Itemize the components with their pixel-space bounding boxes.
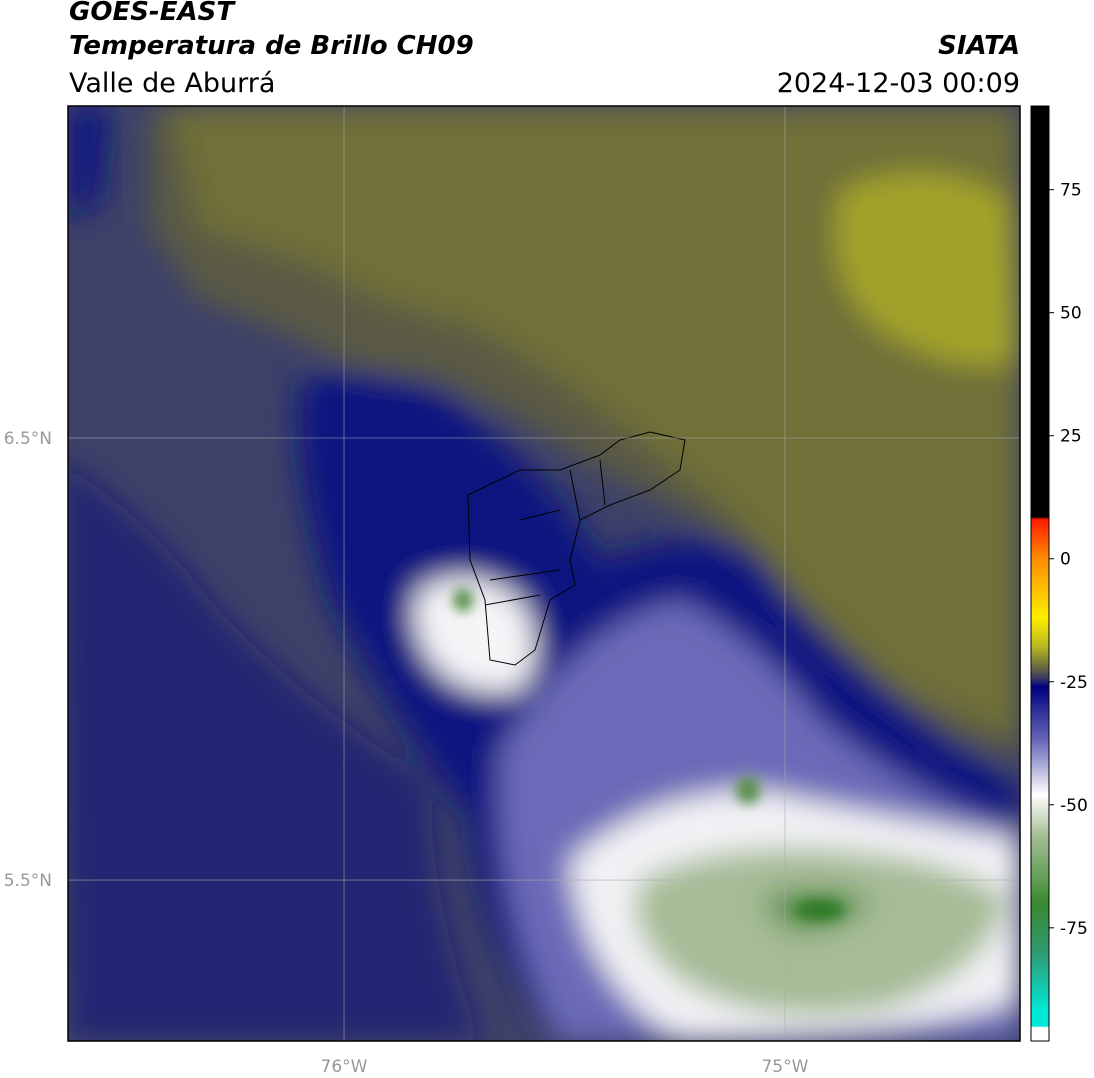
colorbar-tick-label: -25 — [1060, 673, 1088, 693]
map-frame — [67, 105, 1021, 1042]
y-tick-label: 6.5°N — [4, 429, 52, 449]
colorbar-tick-label: -75 — [1060, 919, 1088, 939]
x-tick-label: 75°W — [761, 1057, 808, 1077]
colorbar-tick-label: 0 — [1060, 550, 1071, 570]
y-tick-label: 5.5°N — [4, 871, 52, 891]
datetime: 2024-12-03 00:09 — [777, 68, 1020, 99]
municipal-borders — [467, 431, 686, 666]
colorbar-tick-label: -50 — [1060, 796, 1088, 816]
colorbar — [1030, 105, 1050, 1042]
colorbar-tick-label: 25 — [1060, 427, 1082, 447]
title: GOES-EAST — [69, 0, 236, 27]
colorbar-tick-label: 75 — [1060, 181, 1082, 201]
map-image — [68, 106, 1020, 1041]
subtitle: Temperatura de Brillo CH09 — [69, 31, 474, 61]
source: SIATA — [938, 31, 1020, 61]
colorbar-tick-label: 50 — [1060, 304, 1082, 324]
region: Valle de Aburrá — [69, 68, 275, 99]
x-tick-label: 76°W — [321, 1057, 368, 1077]
